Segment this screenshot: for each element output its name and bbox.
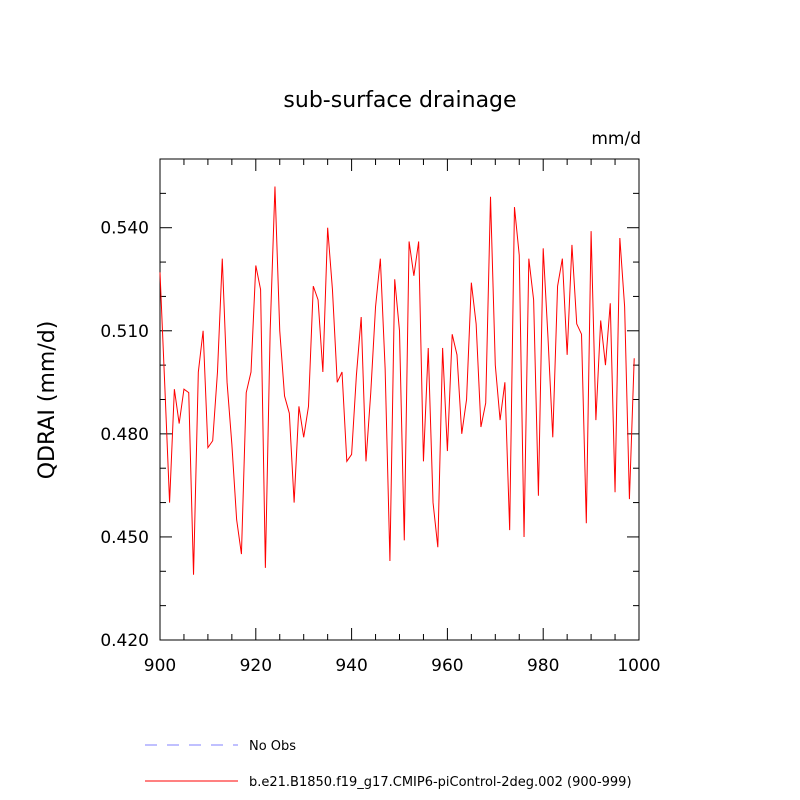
x-tick-label: 920 [240, 656, 272, 676]
chart-title: sub-surface drainage [283, 88, 516, 113]
y-tick-label: 0.510 [100, 322, 149, 342]
units-label: mm/d [591, 129, 641, 149]
legend-label: b.e21.B1850.f19_g17.CMIP6-piControl-2deg… [249, 775, 632, 790]
plot-frame [159, 158, 640, 641]
x-tick-label: 940 [335, 656, 367, 676]
x-tick-label: 980 [527, 656, 559, 676]
legend-label: No Obs [249, 739, 296, 754]
y-tick-label: 0.540 [100, 219, 149, 239]
x-tick-label: 960 [431, 656, 463, 676]
legend: No Obs b.e21.B1850.f19_g17.CMIP6-piContro… [145, 739, 632, 790]
y-axis: 0.420 0.450 0.480 0.510 0.540 [100, 192, 639, 651]
y-axis-label: QDRAI (mm/d) [35, 321, 60, 480]
x-axis: 900 920 940 960 980 1000 [144, 159, 661, 676]
y-tick-label: 0.420 [100, 631, 149, 651]
x-tick-label: 900 [144, 656, 176, 676]
y-tick-label: 0.480 [100, 425, 149, 445]
y-tick-label: 0.450 [100, 528, 149, 548]
series-line [159, 186, 635, 575]
x-tick-label: 1000 [617, 656, 660, 676]
